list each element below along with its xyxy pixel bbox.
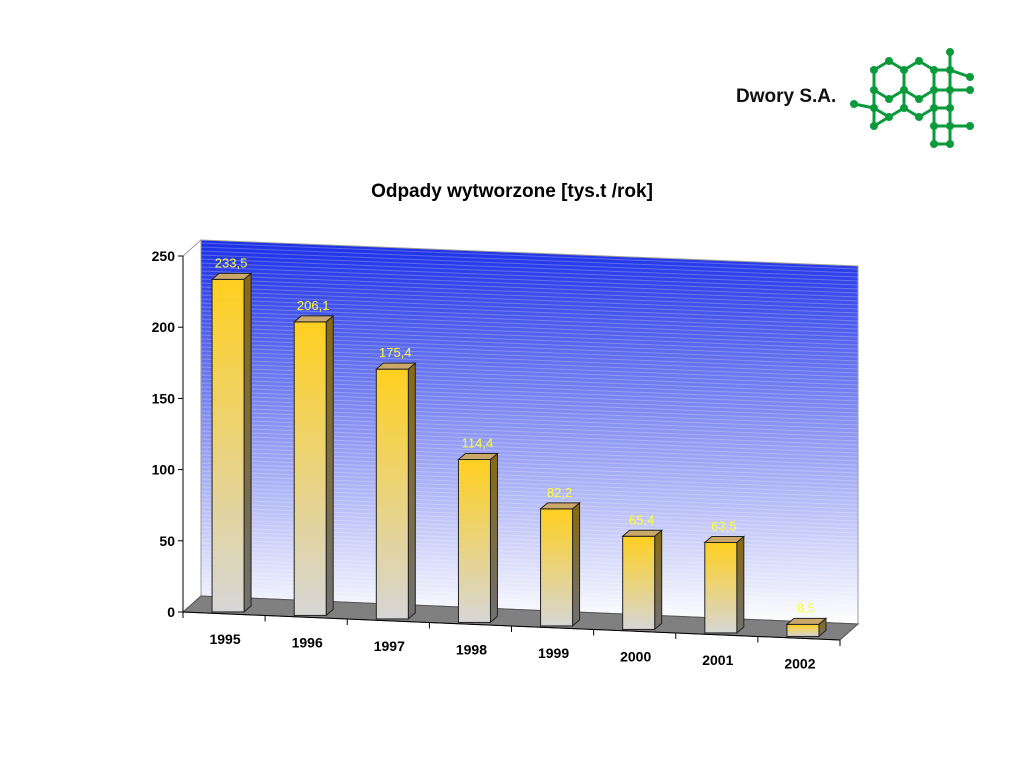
- bar-side: [489, 452, 498, 624]
- bar-front: [375, 368, 409, 620]
- bar-top: [785, 617, 828, 625]
- bar-top: [457, 453, 499, 461]
- side-wall: [182, 238, 202, 614]
- data-label: 114,4: [462, 436, 494, 451]
- bar-front: [540, 508, 574, 627]
- data-label: 82,2: [547, 485, 572, 500]
- bar-side: [654, 529, 663, 631]
- bar-1995: [210, 272, 253, 614]
- molecule-logo-icon: [850, 48, 974, 148]
- bar-top: [374, 362, 417, 370]
- y-tick-label: 50: [159, 533, 175, 549]
- x-tick-label: 1997: [374, 638, 405, 654]
- y-tick-label: 250: [152, 248, 176, 264]
- data-label: 175,4: [379, 345, 412, 360]
- x-tick-label: 1995: [209, 631, 240, 647]
- bar-1996: [292, 314, 335, 617]
- data-label: 8,5: [797, 600, 815, 615]
- x-tick-label: 2000: [620, 648, 651, 664]
- x-tick-label: 2002: [784, 655, 815, 671]
- chart-title: Odpady wytworzone [tys.t /rok]: [371, 181, 653, 202]
- bar-top: [703, 535, 746, 543]
- x-tick-label: 1998: [456, 641, 487, 657]
- y-tick-label: 150: [152, 390, 176, 406]
- bar-front: [704, 541, 738, 634]
- bar-side: [325, 314, 334, 617]
- bar-front: [622, 535, 656, 630]
- bar-1999: [539, 501, 581, 628]
- bar-front: [786, 623, 820, 637]
- data-label: 233,5: [215, 255, 248, 270]
- x-tick-label: 1996: [292, 634, 323, 650]
- data-label: 206,1: [297, 298, 330, 313]
- x-tick-label: 2001: [702, 652, 733, 668]
- bar-front: [293, 321, 327, 616]
- bar-side: [736, 535, 745, 635]
- bar-2002: [785, 617, 828, 638]
- bar-top: [292, 315, 335, 323]
- bar-side: [572, 501, 581, 628]
- bar-top: [210, 272, 253, 280]
- y-tick-label: 200: [152, 319, 176, 335]
- data-label: 63,5: [711, 518, 736, 533]
- bar-side: [407, 362, 416, 621]
- bar-1998: [457, 452, 499, 624]
- x-tick-label: 1999: [538, 645, 569, 661]
- bar-front: [211, 278, 245, 613]
- data-label: 65,4: [629, 512, 654, 527]
- bar-1997: [374, 362, 417, 621]
- bar-top: [539, 502, 581, 510]
- y-tick-label: 100: [152, 462, 176, 478]
- bar-top: [621, 529, 664, 537]
- bar-2001: [703, 535, 746, 635]
- company-name: Dwory S.A.: [736, 86, 837, 107]
- bar-2000: [621, 529, 664, 631]
- bar-front: [457, 459, 491, 623]
- bar-side: [243, 272, 252, 614]
- y-tick-label: 0: [167, 604, 175, 620]
